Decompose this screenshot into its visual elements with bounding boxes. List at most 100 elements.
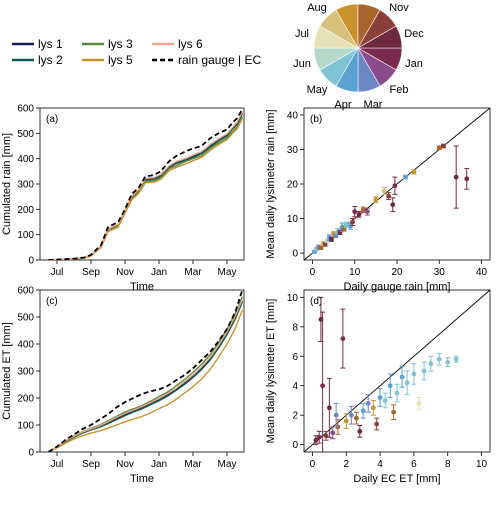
y-tick-label: 600	[17, 104, 34, 115]
legend-item-lys-5: lys 5	[82, 53, 133, 67]
data-point	[381, 186, 387, 195]
data-point	[436, 352, 442, 366]
legend-item-lys-1: lys 1	[12, 37, 63, 51]
point-marker	[356, 212, 362, 217]
data-point	[357, 424, 363, 438]
point-marker	[326, 405, 332, 411]
x-tick-label: Jul	[51, 459, 64, 470]
wheel-label-may: May	[307, 84, 328, 96]
legend-label: lys 2	[38, 53, 63, 67]
point-marker	[352, 209, 358, 215]
panel-c: 0 100 200 300 400 500 600 Jul Sep Nov Jan Mar May Tim…	[1, 286, 245, 485]
data-point	[365, 394, 371, 413]
point-marker	[360, 207, 366, 213]
x-tick-label: 10	[349, 267, 361, 278]
point-marker	[340, 336, 346, 341]
point-marker	[370, 405, 376, 411]
point-marker	[330, 430, 336, 436]
wheel-slice-dec	[356, 25, 403, 49]
data-point	[390, 197, 396, 213]
y-tick-label: 0	[28, 448, 34, 459]
data-point	[360, 402, 366, 419]
point-marker	[387, 383, 393, 389]
data-point	[320, 311, 326, 452]
y-tick-label: 0	[292, 249, 298, 260]
point-marker	[373, 197, 379, 202]
point-marker	[320, 383, 325, 389]
data-point	[391, 404, 397, 421]
point-marker	[365, 401, 371, 406]
data-point	[330, 426, 336, 440]
legend-label: lys 3	[108, 37, 133, 51]
wheel-label-jan: Jan	[405, 58, 423, 70]
series-line-lys-5	[48, 310, 243, 452]
y-tick-label: 200	[17, 205, 34, 216]
x-tick-label: 20	[391, 267, 403, 278]
plot-area	[304, 290, 490, 452]
point-marker	[350, 219, 356, 225]
x-tick-label: Jan	[151, 459, 167, 470]
data-point	[453, 145, 459, 209]
point-marker	[365, 209, 370, 215]
y-tick-label: 0	[292, 440, 298, 451]
y-axis-label: Cumulated ET [mm]	[1, 322, 13, 420]
series-line-rain-gauge-ec	[48, 290, 244, 452]
series-line-lys-5	[48, 118, 243, 260]
data-point	[377, 388, 383, 407]
point-marker	[394, 390, 400, 396]
point-marker	[354, 415, 359, 421]
x-tick-label: Nov	[116, 267, 134, 278]
data-point	[333, 402, 339, 428]
series-line-lys-3	[48, 296, 243, 452]
plot-area	[48, 108, 244, 260]
x-tick-label: Mar	[184, 267, 202, 278]
one-to-one-line	[304, 290, 490, 452]
wheel-label-jun: Jun	[293, 58, 311, 70]
data-point	[356, 211, 362, 218]
point-marker	[390, 202, 396, 208]
data-point	[364, 207, 370, 216]
point-marker	[464, 176, 470, 182]
point-marker	[329, 236, 334, 242]
point-marker	[348, 223, 353, 229]
legend-label: lys 5	[108, 53, 133, 67]
data-point	[404, 370, 410, 396]
y-tick-label: 2	[292, 411, 298, 422]
data-point	[411, 363, 417, 385]
y-tick-label: 30	[287, 145, 299, 156]
data-point	[348, 222, 353, 230]
series-line-lys-2	[48, 301, 243, 452]
x-tick-label: 2	[343, 459, 349, 470]
plot-frame	[39, 289, 245, 453]
x-tick-label: Jan	[151, 267, 167, 278]
x-tick-label: Sep	[82, 267, 100, 278]
wheel-label-apr: Apr	[334, 99, 351, 111]
data-point	[352, 205, 358, 218]
data-point	[436, 145, 442, 151]
point-marker	[428, 361, 434, 367]
y-tick-label: 8	[292, 322, 298, 333]
point-marker	[404, 380, 410, 386]
data-point	[328, 236, 334, 242]
data-point	[387, 373, 393, 399]
y-axis-label: Mean daily lysimeter rain [mm]	[265, 109, 277, 258]
data-point	[370, 399, 376, 416]
point-marker	[322, 242, 328, 247]
legend-label: lys 6	[178, 37, 203, 51]
data-point	[340, 308, 346, 369]
x-tick-label: 10	[476, 459, 488, 470]
series-line-lys-1	[48, 300, 243, 452]
data-point	[392, 176, 398, 195]
y-tick-label: 200	[17, 394, 34, 405]
series-line-lys-2	[48, 113, 243, 260]
point-marker	[333, 412, 339, 418]
data-point	[333, 233, 339, 239]
x-tick-label: 30	[434, 267, 446, 278]
point-marker	[392, 183, 398, 189]
data-point	[350, 218, 356, 226]
point-marker	[360, 408, 366, 414]
legend-label: lys 1	[38, 37, 63, 51]
data-point	[445, 357, 451, 368]
data-point	[453, 355, 459, 363]
x-tick-label: Mar	[184, 459, 202, 470]
